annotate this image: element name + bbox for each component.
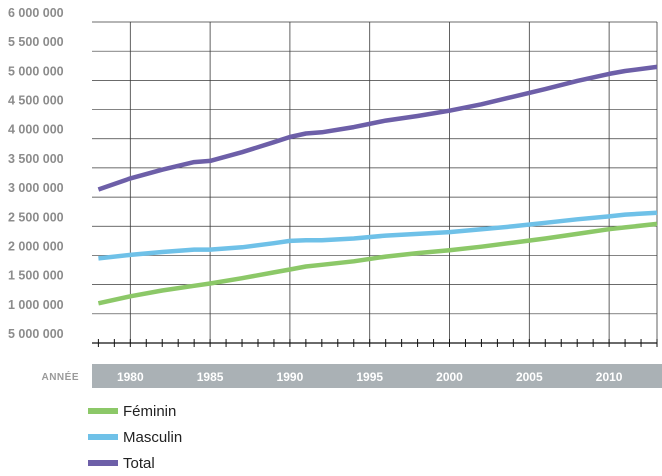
x-tick-label: 1985	[197, 370, 224, 384]
series-line-masculin	[98, 210, 658, 261]
legend-item-masculin: Masculin	[88, 424, 182, 450]
x-tick-label: 2005	[516, 370, 543, 384]
y-tick-label: 4 000 000	[8, 123, 64, 137]
legend-label-total: Total	[123, 454, 155, 472]
y-tick-label: 5 000 000	[8, 327, 64, 341]
series-line-feminin	[97, 221, 658, 306]
legend-label-masculin: Masculin	[123, 428, 183, 446]
series-lines	[97, 64, 658, 306]
legend-item-feminin: Féminin	[88, 398, 182, 424]
grid	[92, 21, 658, 347]
y-tick-label: 1 500 000	[8, 269, 64, 283]
legend-swatch-total	[88, 460, 118, 466]
y-tick-label: 2 500 000	[8, 210, 64, 224]
y-tick-label: 5 000 000	[8, 64, 64, 78]
series-line-total	[97, 64, 658, 192]
x-tick-label: 1980	[117, 370, 144, 384]
x-tick-label: 1995	[356, 370, 383, 384]
x-axis-band	[92, 364, 662, 388]
y-tick-label: 2 000 000	[8, 239, 64, 253]
y-tick-label: 3 000 000	[8, 181, 64, 195]
x-tick-label: 1990	[277, 370, 304, 384]
x-tick-label: 2010	[596, 370, 623, 384]
y-tick-label: 5 500 000	[8, 35, 64, 49]
legend-swatch-feminin	[88, 408, 118, 414]
x-axis-label: ANNÉE	[41, 370, 79, 383]
y-tick-label: 3 500 000	[8, 152, 64, 166]
legend-label-feminin: Féminin	[123, 402, 177, 420]
legend: Féminin Masculin Total	[88, 398, 182, 476]
y-tick-label: 6 000 000	[8, 6, 64, 20]
x-tick-label: 2000	[436, 370, 463, 384]
y-tick-label: 4 500 000	[8, 94, 64, 108]
y-axis-ticks: 5 000 000 1 000 000 1 500 000 2 000 000 2 50…	[8, 6, 64, 341]
legend-item-total: Total	[88, 450, 182, 476]
legend-swatch-masculin	[88, 434, 118, 440]
x-axis-ticks: 1980 1985 1990 1995 2000 2005 2010	[117, 370, 623, 384]
y-tick-label: 1 000 000	[8, 298, 64, 312]
